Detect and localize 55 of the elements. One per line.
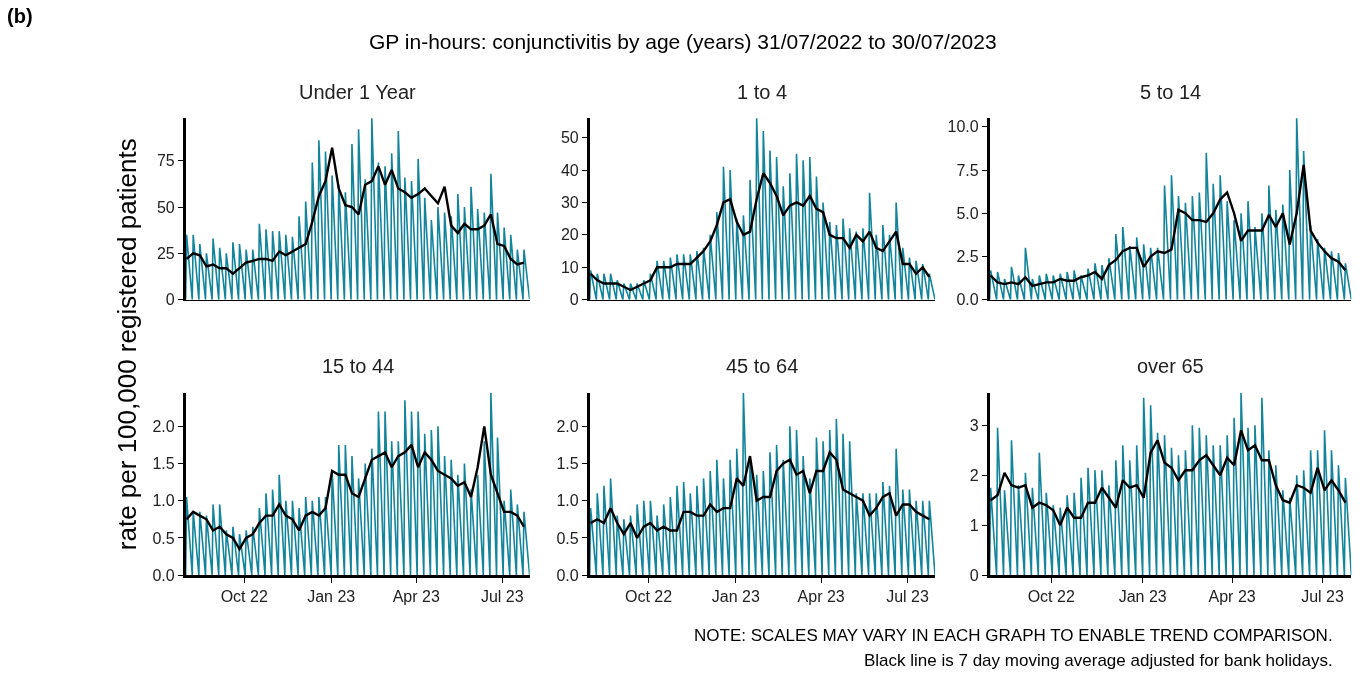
chart-title: 15 to 44 xyxy=(322,355,395,377)
y-tick-label: 0 xyxy=(569,291,579,309)
y-tick-label: 0 xyxy=(165,291,175,309)
y-tick-label: 1 xyxy=(969,516,979,534)
y-tick-label: 2.0 xyxy=(152,417,175,435)
x-tick-label: Oct 22 xyxy=(1027,588,1075,606)
y-tick-label: 0.0 xyxy=(556,566,579,584)
y-tick-label: 5.0 xyxy=(956,204,979,222)
y-tick-label: 0.0 xyxy=(152,566,175,584)
x-tick-label: Apr 23 xyxy=(1208,588,1256,606)
y-tick-label: 3 xyxy=(969,416,979,434)
chart-title: over 65 xyxy=(1137,355,1204,377)
y-tick-label: 7.5 xyxy=(956,161,979,179)
y-tick-label: 0 xyxy=(969,566,979,584)
chart-title: Under 1 Year xyxy=(299,81,417,103)
line-series xyxy=(589,392,936,576)
y-tick-label: 2 xyxy=(969,466,979,484)
x-tick-label: Jan 23 xyxy=(1118,588,1167,606)
text: (b) xyxy=(7,5,33,27)
y-tick-label: 20 xyxy=(560,226,579,244)
x-tick-label: Jul 23 xyxy=(886,588,929,606)
x-tick-label: Apr 23 xyxy=(392,588,440,606)
chart-title: 45 to 64 xyxy=(726,355,799,377)
y-tick-label: 2.5 xyxy=(956,248,979,266)
x-tick-label: Jul 23 xyxy=(480,588,524,606)
y-tick-label: 0.0 xyxy=(956,291,979,309)
y-tick-label: 50 xyxy=(156,198,175,216)
x-tick-label: Jan 23 xyxy=(307,588,356,606)
y-tick-label: 30 xyxy=(560,194,579,212)
y-tick-label: 0.5 xyxy=(556,529,579,547)
x-tick-label: Oct 22 xyxy=(624,588,673,606)
y-tick-label: 0.5 xyxy=(152,529,175,547)
y-tick-label: 1.5 xyxy=(152,455,175,473)
y-tick-label: 10 xyxy=(560,258,579,276)
y-axis-title: rate per 100,000 registered patients xyxy=(111,138,142,551)
y-tick-label: 75 xyxy=(156,152,175,170)
y-tick-label: 2.0 xyxy=(556,417,579,435)
y-tick-label: 25 xyxy=(156,244,175,262)
line-series xyxy=(185,392,530,576)
line-series xyxy=(989,392,1352,576)
chart-title: 1 to 4 xyxy=(737,81,788,103)
y-tick-label: 40 xyxy=(560,161,579,179)
y-tick-label: 10.0 xyxy=(947,118,979,136)
x-tick-label: Oct 22 xyxy=(220,588,268,606)
text: GP in-hours: conjunctivitis by age (years) 31/07/2022 to 30/07/2023 xyxy=(369,30,997,53)
chart-title: 5 to 14 xyxy=(1140,81,1202,103)
y-tick-label: 1.0 xyxy=(556,492,579,510)
text: Black line is 7 day moving average adjusted for bank holidays. xyxy=(864,651,1333,670)
y-tick-label: 1.5 xyxy=(556,455,579,473)
x-tick-label: Jan 23 xyxy=(711,588,760,606)
y-tick-label: 50 xyxy=(560,129,579,147)
text: NOTE: SCALES MAY VARY IN EACH GRAPH TO ENABLE TREND COMPARISON. xyxy=(694,626,1333,645)
x-tick-label: Jul 23 xyxy=(1301,588,1344,606)
x-tick-label: Apr 23 xyxy=(797,588,845,606)
y-tick-label: 1.0 xyxy=(152,492,175,510)
